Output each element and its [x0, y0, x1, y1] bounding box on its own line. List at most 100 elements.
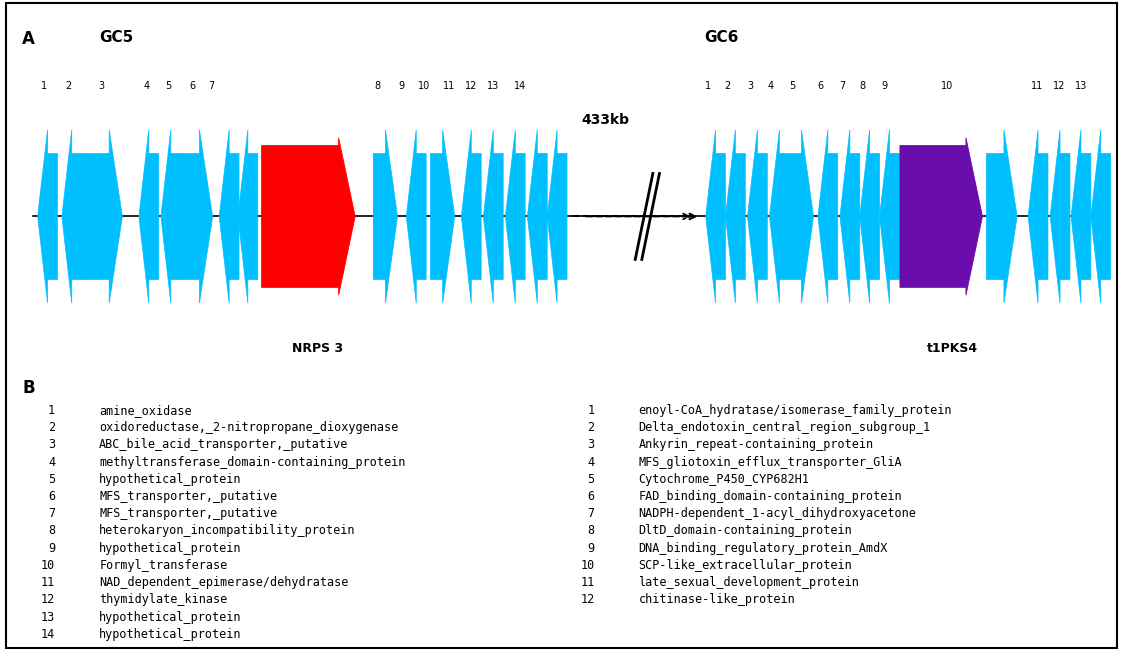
Text: 10: 10 [941, 81, 952, 91]
Text: MFS_gliotoxin_efflux_transporter_GliA: MFS_gliotoxin_efflux_transporter_GliA [639, 456, 902, 469]
Text: SCP-like_extracellular_protein: SCP-like_extracellular_protein [639, 559, 852, 572]
Text: 14: 14 [513, 81, 526, 91]
FancyArrow shape [373, 130, 398, 303]
Text: 7: 7 [587, 507, 594, 520]
FancyArrow shape [139, 130, 158, 303]
Text: GC6: GC6 [704, 31, 739, 46]
Text: 2: 2 [48, 421, 55, 434]
Text: 4: 4 [587, 456, 594, 469]
FancyArrow shape [547, 130, 567, 303]
Text: 3: 3 [748, 81, 754, 91]
FancyArrow shape [789, 130, 813, 303]
Text: Delta_endotoxin_central_region_subgroup_1: Delta_endotoxin_central_region_subgroup_… [639, 421, 931, 434]
Text: 6: 6 [818, 81, 823, 91]
Text: 12: 12 [42, 593, 55, 606]
FancyArrow shape [219, 130, 239, 303]
Text: 13: 13 [487, 81, 500, 91]
Text: oxidoreductase,_2-nitropropane_dioxygenase: oxidoreductase,_2-nitropropane_dioxygena… [99, 421, 399, 434]
Text: 11: 11 [581, 576, 594, 589]
Text: NAD_dependent_epimerase/dehydratase: NAD_dependent_epimerase/dehydratase [99, 576, 348, 589]
Text: 11: 11 [444, 81, 455, 91]
Text: 12: 12 [581, 593, 594, 606]
Text: 2: 2 [587, 421, 594, 434]
Text: 3: 3 [99, 81, 104, 91]
Text: DltD_domain-containing_protein: DltD_domain-containing_protein [639, 525, 852, 538]
Text: hypothetical_protein: hypothetical_protein [99, 473, 241, 486]
Text: 1: 1 [587, 404, 594, 417]
Text: 12: 12 [1052, 81, 1065, 91]
FancyArrow shape [1029, 130, 1048, 303]
Text: NADPH-dependent_1-acyl_dihydroxyacetone: NADPH-dependent_1-acyl_dihydroxyacetone [639, 507, 916, 520]
Text: methyltransferase_domain-containing_protein: methyltransferase_domain-containing_prot… [99, 456, 405, 469]
FancyArrow shape [900, 138, 983, 296]
FancyArrow shape [840, 130, 860, 303]
Text: amine_oxidase: amine_oxidase [99, 404, 192, 417]
Text: A: A [22, 31, 35, 48]
FancyArrow shape [462, 130, 481, 303]
Text: 4: 4 [767, 81, 774, 91]
FancyArrow shape [1050, 130, 1070, 303]
Text: B: B [22, 380, 35, 397]
Text: DNA_binding_regulatory_protein_AmdX: DNA_binding_regulatory_protein_AmdX [639, 542, 888, 555]
Text: 1: 1 [48, 404, 55, 417]
Text: Cytochrome_P450_CYP682H1: Cytochrome_P450_CYP682H1 [639, 473, 810, 486]
Text: 5: 5 [587, 473, 594, 486]
FancyArrow shape [505, 130, 526, 303]
Text: late_sexual_development_protein: late_sexual_development_protein [639, 576, 859, 589]
Text: 1: 1 [42, 81, 47, 91]
Text: 14: 14 [42, 628, 55, 641]
Text: hypothetical_protein: hypothetical_protein [99, 628, 241, 641]
Text: 2: 2 [724, 81, 731, 91]
Text: 6: 6 [190, 81, 195, 91]
Text: 13: 13 [1075, 81, 1087, 91]
FancyArrow shape [62, 130, 82, 303]
Text: 8: 8 [375, 81, 381, 91]
Text: 7: 7 [209, 81, 214, 91]
Text: 7: 7 [839, 81, 846, 91]
FancyArrow shape [860, 130, 879, 303]
FancyArrow shape [748, 130, 767, 303]
Text: 11: 11 [42, 576, 55, 589]
Text: 433kb: 433kb [582, 113, 630, 127]
FancyArrow shape [238, 130, 258, 303]
Text: MFS_transporter,_putative: MFS_transporter,_putative [99, 507, 277, 520]
Text: 1: 1 [705, 81, 711, 91]
FancyArrow shape [262, 138, 355, 296]
Text: Ankyrin_repeat-containing_protein: Ankyrin_repeat-containing_protein [639, 438, 874, 451]
FancyArrow shape [180, 130, 212, 303]
Text: hypothetical_protein: hypothetical_protein [99, 542, 241, 555]
Text: 11: 11 [1031, 81, 1043, 91]
Text: 5: 5 [48, 473, 55, 486]
FancyArrow shape [161, 130, 181, 303]
Text: 9: 9 [48, 542, 55, 555]
Text: 3: 3 [48, 438, 55, 451]
Text: GC5: GC5 [99, 31, 134, 46]
Text: 10: 10 [418, 81, 430, 91]
FancyArrow shape [483, 130, 503, 303]
Text: 7: 7 [48, 507, 55, 520]
Text: NRPS 3: NRPS 3 [292, 342, 343, 355]
Text: 8: 8 [859, 81, 865, 91]
FancyArrow shape [430, 130, 455, 303]
Text: 10: 10 [42, 559, 55, 572]
FancyArrow shape [705, 130, 725, 303]
Text: FAD_binding_domain-containing_protein: FAD_binding_domain-containing_protein [639, 490, 902, 503]
Text: heterokaryon_incompatibility_protein: heterokaryon_incompatibility_protein [99, 525, 356, 538]
Text: 13: 13 [42, 611, 55, 624]
FancyArrow shape [769, 130, 789, 303]
FancyArrow shape [725, 130, 746, 303]
FancyArrow shape [1071, 130, 1090, 303]
FancyArrow shape [81, 130, 122, 303]
Text: 4: 4 [144, 81, 149, 91]
Text: ABC_bile_acid_transporter,_putative: ABC_bile_acid_transporter,_putative [99, 438, 348, 451]
Text: chitinase-like_protein: chitinase-like_protein [639, 593, 795, 606]
Text: 5: 5 [165, 81, 172, 91]
FancyArrow shape [407, 130, 426, 303]
Text: 8: 8 [48, 525, 55, 538]
Text: enoyl-CoA_hydratase/isomerase_family_protein: enoyl-CoA_hydratase/isomerase_family_pro… [639, 404, 952, 417]
FancyArrow shape [986, 130, 1017, 303]
Text: 9: 9 [399, 81, 405, 91]
Text: t1PKS4: t1PKS4 [926, 342, 978, 355]
Text: hypothetical_protein: hypothetical_protein [99, 611, 241, 624]
Text: Formyl_transferase: Formyl_transferase [99, 559, 228, 572]
